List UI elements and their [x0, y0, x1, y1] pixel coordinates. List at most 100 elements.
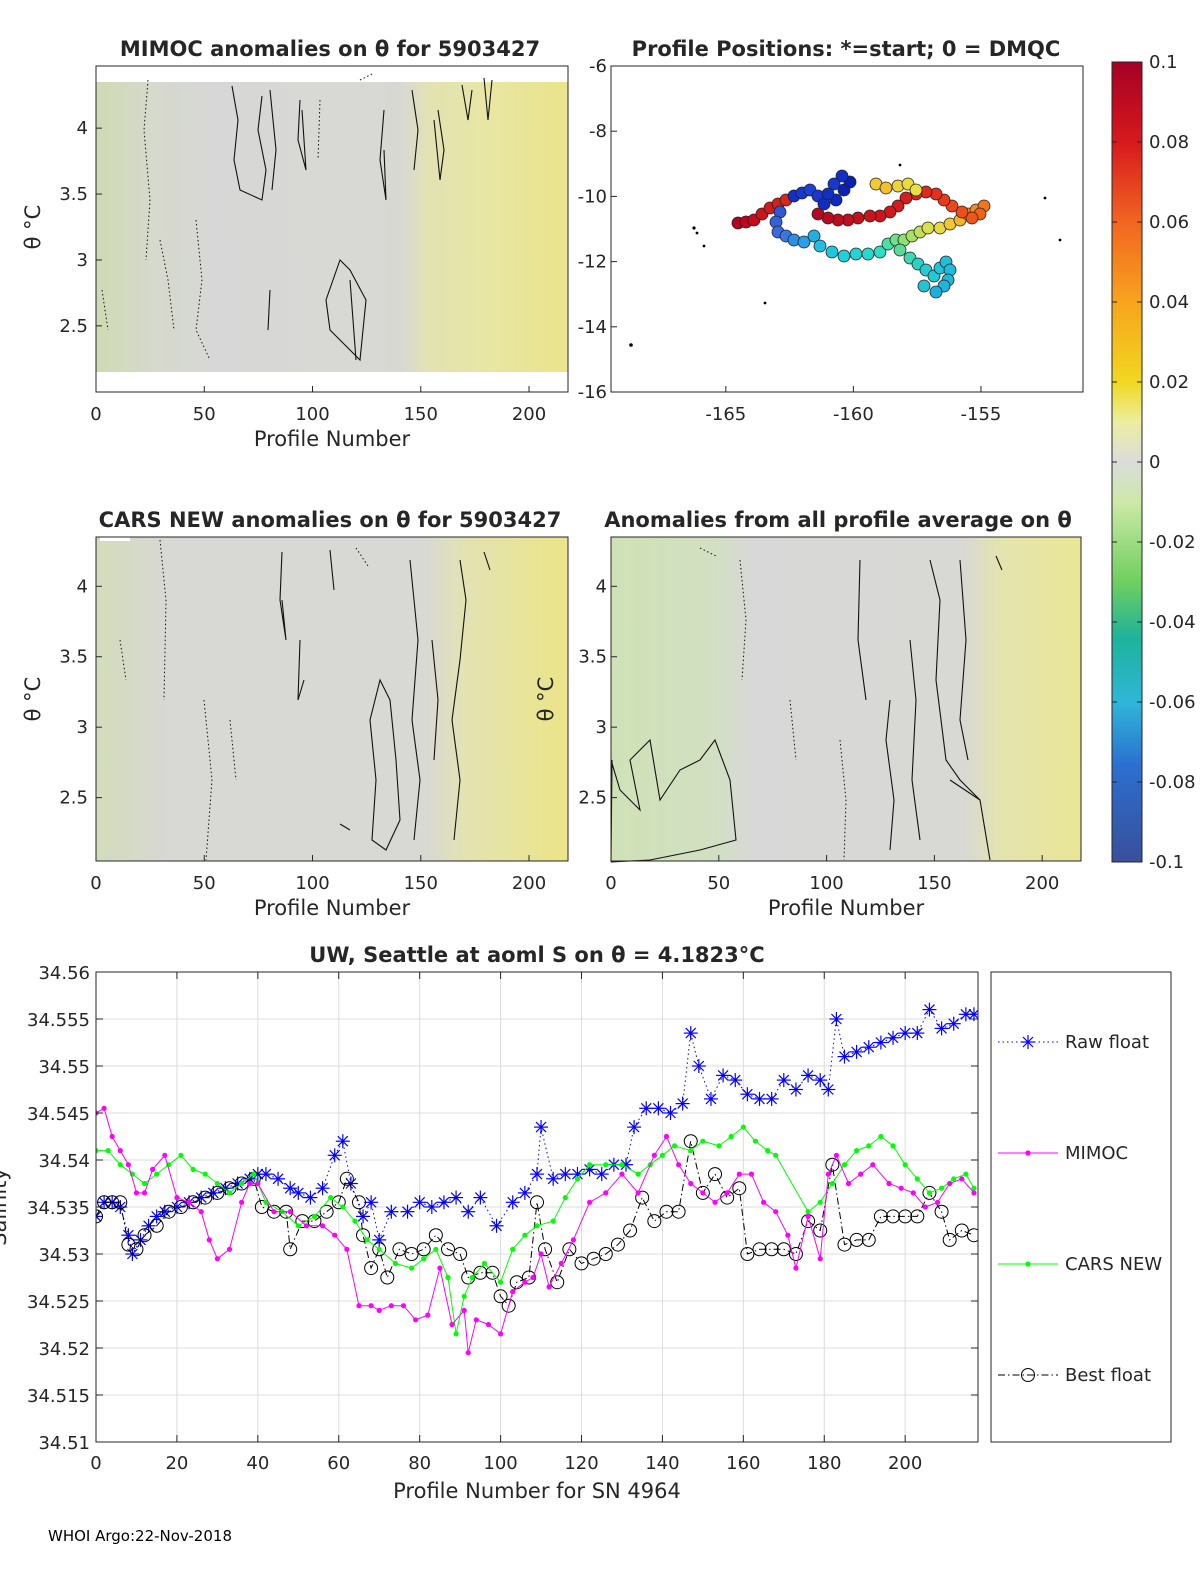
- series-point: [425, 1312, 431, 1318]
- best-float-point: [105, 1195, 120, 1210]
- asterisk-stroke: [426, 1201, 438, 1213]
- series-point: [959, 1176, 965, 1182]
- series-point: [510, 1246, 516, 1252]
- series-point: [364, 1237, 370, 1243]
- best-float-point: [954, 1223, 969, 1238]
- series-point: [910, 1190, 916, 1196]
- series-point: [473, 1317, 479, 1323]
- colorbar-tick-label: -0.08: [1149, 772, 1196, 793]
- y-tick-label: 34.555: [27, 1010, 90, 1031]
- x-tick-label: 180: [807, 1453, 841, 1474]
- best-float-point: [198, 1190, 213, 1205]
- series-point: [878, 1133, 884, 1140]
- series-point: [546, 1284, 552, 1290]
- x-tick-label: 0: [90, 1453, 101, 1474]
- y-tick-label: 3: [77, 250, 88, 271]
- asterisk-stroke: [507, 1196, 519, 1208]
- series-point: [239, 1180, 245, 1187]
- x-tick-label: 140: [645, 1453, 679, 1474]
- asterisk-stroke: [693, 1060, 705, 1072]
- raw-float-point: [1021, 1035, 1035, 1049]
- cars-anomaly-panel: CARS NEW anomalies on θ for 5903427 0 50 1…: [21, 508, 569, 920]
- x-tick-label: 150: [917, 873, 951, 894]
- raw-float-point: [801, 1068, 816, 1083]
- series-point: [186, 1199, 192, 1205]
- track-marker: [811, 207, 825, 221]
- float-track: [731, 155, 991, 299]
- asterisk-stroke: [519, 1187, 531, 1199]
- series-point: [356, 1303, 362, 1309]
- best-float-point: [788, 1247, 803, 1261]
- raw-float-point: [703, 1091, 718, 1106]
- series-point: [437, 1265, 443, 1271]
- raw-float-point: [356, 1209, 371, 1224]
- y-tick-label: 3.5: [578, 647, 607, 668]
- series-point: [226, 1190, 233, 1196]
- series-point: [453, 1331, 459, 1337]
- x-tick-label: 0: [90, 404, 101, 425]
- series-point: [522, 1232, 528, 1238]
- y-tick-label: 34.51: [38, 1433, 90, 1454]
- x-tick-label: 160: [726, 1453, 760, 1474]
- y-tick-label: -10: [578, 186, 607, 207]
- mimoc-axes-box: [95, 65, 569, 393]
- best-float-point: [473, 1265, 488, 1280]
- best-float-point: [598, 1247, 613, 1261]
- best-float-point: [708, 1167, 723, 1182]
- series-point: [971, 1190, 977, 1196]
- asterisk-stroke: [284, 1182, 296, 1194]
- series-point: [534, 1223, 540, 1229]
- x-tick-label: 200: [888, 1453, 922, 1474]
- cars-panel-title: CARS NEW anomalies on θ for 5903427: [99, 508, 562, 532]
- series-point: [150, 1166, 156, 1172]
- positions-axes: -165 -160 -155 -6 -8 -10 -12 -14 -16: [578, 56, 1002, 425]
- legend-item: CARS NEW: [998, 1254, 1162, 1275]
- asterisk-stroke: [547, 1173, 559, 1185]
- y-tick-label: 3.5: [59, 647, 88, 668]
- x-axis-label: Profile Number: [768, 896, 925, 920]
- x-axis-label: Profile Number: [254, 427, 411, 451]
- series-point: [805, 1209, 811, 1215]
- mimoc-dotted-contours: [101, 73, 373, 361]
- asterisk-stroke: [159, 1206, 171, 1218]
- raw-float-point: [675, 1096, 690, 1111]
- series-point: [388, 1303, 394, 1309]
- salinity-chart-title: UW, Seattle at aoml S on θ = 4.1823°C: [309, 943, 764, 967]
- raw-float-point: [663, 1106, 678, 1120]
- series-point: [469, 1274, 475, 1281]
- series-point: [898, 1185, 904, 1191]
- track-marker: [955, 205, 969, 219]
- asterisk-stroke: [414, 1196, 426, 1208]
- series-point: [716, 1143, 722, 1149]
- asterisk-stroke: [171, 1201, 183, 1213]
- x-tick-label: 100: [483, 1453, 517, 1474]
- x-tick-label: -160: [833, 404, 874, 425]
- series-point: [914, 1176, 920, 1182]
- raw-float-point: [283, 1181, 298, 1196]
- average-axes-box: [610, 536, 1082, 862]
- best-float-point: [113, 1195, 128, 1210]
- best-float-point: [1021, 1368, 1035, 1382]
- series-point: [117, 1162, 123, 1168]
- x-tick-label: 120: [564, 1453, 598, 1474]
- series-point: [902, 1162, 908, 1168]
- asterisk-stroke: [887, 1032, 899, 1044]
- cars-contours: [279, 549, 491, 851]
- raw-float-point: [400, 1204, 415, 1219]
- asterisk-stroke: [531, 1168, 543, 1180]
- raw-float-point: [424, 1200, 439, 1214]
- x-axis-label: Profile Number: [254, 896, 411, 920]
- raw-float-point: [534, 1120, 549, 1135]
- mimoc-axes: 0 50 100 150 200 2.5 3 3.5 4 Profile Number θ °C: [21, 118, 546, 451]
- best-float-point: [776, 1242, 791, 1257]
- series-point: [870, 1162, 876, 1168]
- series-point: [728, 1133, 734, 1140]
- best-float-point: [339, 1171, 354, 1186]
- start-asterisk-stroke: [841, 156, 855, 170]
- series-point: [497, 1279, 504, 1285]
- series-mimoc: [96, 1105, 977, 1356]
- series-point: [214, 1180, 220, 1187]
- raw-float-point: [829, 1012, 844, 1026]
- legend-label: Raw float: [1065, 1032, 1149, 1053]
- x-tick-label: 200: [512, 873, 546, 894]
